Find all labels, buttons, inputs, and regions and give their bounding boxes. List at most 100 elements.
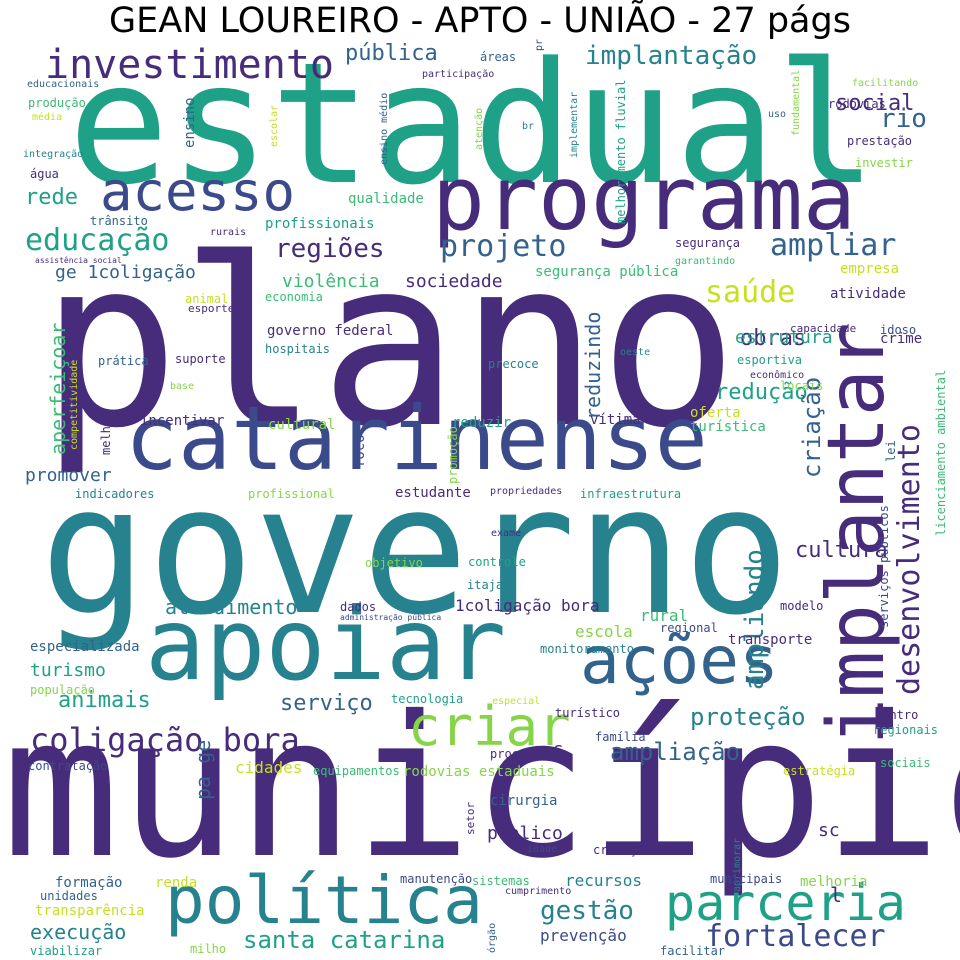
word-itajaí: itajaí xyxy=(467,578,511,592)
word-órgão: órgão xyxy=(487,922,498,953)
word-lei: lei xyxy=(884,440,898,462)
word-ge-1coligação: ge 1coligação xyxy=(55,262,196,283)
word-risco: risco xyxy=(405,600,442,614)
word-sociais: sociais xyxy=(880,756,931,770)
word-criar: criar xyxy=(408,695,571,758)
word-idoso: idoso xyxy=(880,323,917,337)
word-apoiar: apoiar xyxy=(145,586,507,703)
word-promover: promover xyxy=(25,465,112,486)
word-santa-catarina: santa catarina xyxy=(243,926,446,954)
word-crime: crime xyxy=(880,331,923,347)
word-regiões: regiões xyxy=(275,234,385,264)
word-atenção: atenção xyxy=(474,107,485,150)
word-rural: rural xyxy=(640,606,689,625)
word-regional: regional xyxy=(660,621,718,635)
word-pr: pr xyxy=(534,38,545,51)
word-unidades: unidades xyxy=(40,889,98,903)
word-contratação: contratação xyxy=(28,759,108,773)
word-renda: renda xyxy=(155,875,198,891)
word-política: política xyxy=(165,862,483,939)
word-investir: investir xyxy=(855,156,913,170)
word-hospitais: hospitais xyxy=(265,342,331,356)
word-profissional: profissional xyxy=(248,487,335,501)
word-licenciamento-ambiental: licenciamento ambiental xyxy=(934,369,948,536)
word-escola: escola xyxy=(575,622,633,641)
word-base: base xyxy=(170,381,195,392)
word-população: população xyxy=(30,683,96,697)
word-investimento: investimento xyxy=(45,42,334,88)
word-atividade: atividade xyxy=(830,286,906,302)
word-cultural: cultural xyxy=(268,417,336,433)
word-propriedades: propriedades xyxy=(490,486,563,497)
word-tecnologia: tecnologia xyxy=(391,692,464,706)
word-produção: produção xyxy=(28,96,86,110)
word-implantação: implantação xyxy=(585,41,758,71)
word-cultura: cultura xyxy=(795,538,888,563)
word-precoce: precoce xyxy=(488,357,539,371)
word-escolar: escolar xyxy=(269,104,280,147)
word-cidades: cidades xyxy=(235,758,303,777)
word-rio: rio xyxy=(880,104,927,134)
word-educacionais: educacionais xyxy=(27,79,100,90)
word-melhoria: melhoria xyxy=(800,874,868,890)
word-facilitar: facilitar xyxy=(660,944,726,958)
word-garantindo: garantindo xyxy=(675,256,736,267)
word-regionais: regionais xyxy=(873,723,939,737)
word-serviço: serviço xyxy=(280,691,373,716)
word-integração: integração xyxy=(23,149,84,160)
word-objetivo: objetivo xyxy=(365,556,423,570)
word-monitoramento: monitoramento xyxy=(540,642,634,656)
word-sc: sc xyxy=(818,820,840,841)
word-projeto: projeto xyxy=(440,229,567,264)
word-formação: formação xyxy=(55,875,123,891)
word-fundamental: fundamental xyxy=(791,69,802,136)
word-l: l xyxy=(830,883,843,907)
word-serviços-públicos: serviços públicos xyxy=(877,505,891,628)
word-parceria: parceria xyxy=(665,874,906,932)
word-gestão: gestão xyxy=(540,896,634,926)
word-prestação: prestação xyxy=(847,134,913,148)
word-incentivar: incentivar xyxy=(140,413,225,429)
word-oeste: oeste xyxy=(620,347,651,358)
word-ampliar: ampliar xyxy=(770,228,897,263)
word-controle: controle xyxy=(468,555,526,569)
word-água: água xyxy=(30,167,59,181)
word-governo: governo xyxy=(40,447,791,654)
word-manutenção: manutenção xyxy=(400,872,473,886)
word-rodovias: rodovias xyxy=(828,97,886,111)
word-uso: uso xyxy=(768,109,787,120)
word-municipais: municipais xyxy=(710,872,783,886)
word-animal: animal xyxy=(185,292,229,306)
word-recursos: recursos xyxy=(565,871,643,890)
word-ampliação: ampliação xyxy=(610,738,741,766)
word-indicadores: indicadores xyxy=(75,487,155,501)
word-cumprimento: cumprimento xyxy=(505,886,572,897)
word-ampliando: ampliando xyxy=(740,549,770,690)
word-prevenção: prevenção xyxy=(540,926,627,945)
word-equipamentos: equipamentos xyxy=(313,764,400,778)
word-social: social xyxy=(835,91,915,116)
word-município: município xyxy=(2,674,960,901)
word-ensino-médio: ensino médio xyxy=(379,92,390,165)
word-saúde: saúde xyxy=(705,275,796,310)
word-sistemas: sistemas xyxy=(472,874,530,888)
word-violência: violência xyxy=(282,271,380,292)
word-execução: execução xyxy=(30,920,127,944)
word-segurança-pública: segurança pública xyxy=(535,264,679,280)
word-administração-pública: administração pública xyxy=(340,613,442,622)
wordcloud-title: GEAN LOUREIRO - APTO - UNIÃO - 27 págs xyxy=(109,1,851,41)
word-rurais: rurais xyxy=(210,227,247,238)
word-família: família xyxy=(595,730,646,744)
word-especial: especial xyxy=(492,696,541,707)
word-aperfeiçoar: aperfeiçoar xyxy=(46,322,70,455)
word-estadual: estadual xyxy=(68,26,878,222)
word-processo: processo xyxy=(490,747,548,761)
word-esporte: esporte xyxy=(188,302,235,315)
word-capacidade: capacidade xyxy=(790,322,857,335)
word-estudante: estudante xyxy=(395,485,471,501)
word-criança: criança xyxy=(593,843,644,857)
word-assistência-social: assistência social xyxy=(35,256,122,265)
word-ensino: ensino xyxy=(182,97,198,148)
word-atendimento: atendimento xyxy=(165,595,298,619)
